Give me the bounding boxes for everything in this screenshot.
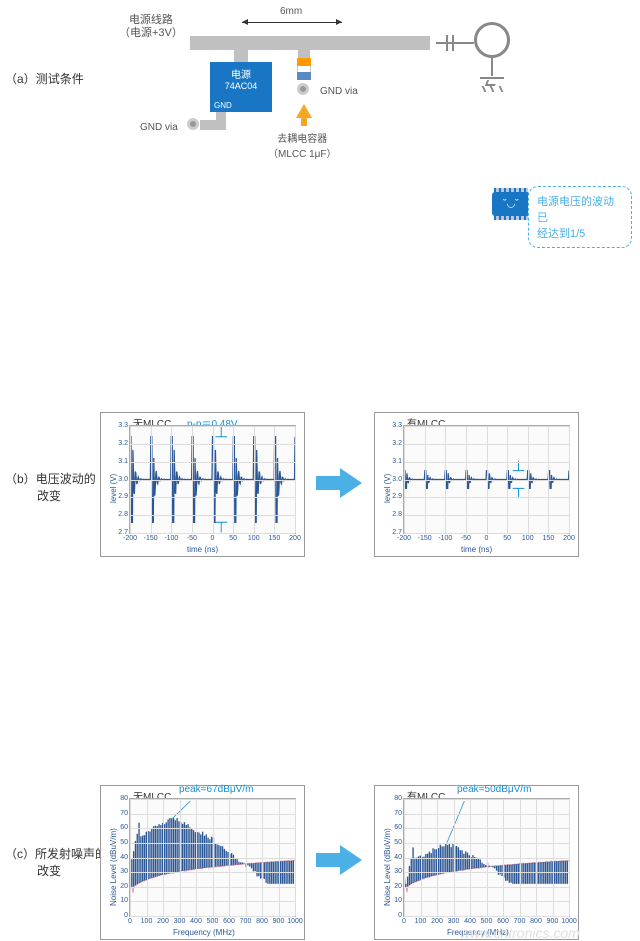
chip-block: 电源 74AC04 GND [210,62,272,112]
cap-plate-1 [446,35,448,51]
gnd-via-2-label: GND via [320,86,358,97]
trace-thin-2 [454,42,474,44]
chart-c-left: 无MLCC peak=67dBμV/m 01020304050607080010… [100,785,305,940]
mlcc-label: 去耦电容器 （MLCC 1μF） [268,130,337,160]
page: （a）测试条件 6mm 电源线路 （电源+3V） [0,0,640,555]
ground-icon [480,76,504,86]
chart-c-right-plot: 0102030405060708001002003004005006007008… [403,798,570,917]
chart-c-right-anno: peak=50dBμV/m [457,784,531,795]
trace-main [190,36,430,50]
chart-c-left-anno: peak=67dBμV/m [179,784,253,795]
gnd-via-2 [297,83,309,95]
section-c-label: （c）所发射噪声的 改变 [5,845,107,879]
chart-c-right: 有MLCC peak=50dBμV/m 01020304050607080010… [374,785,579,940]
arrow-up-stem [301,118,307,126]
ground-stem [491,58,493,76]
section-a-label: （a）测试条件 [5,70,84,87]
arrow-c-icon [314,841,364,879]
dimension-label: 6mm [280,6,302,17]
section-c-row: （c）所发射噪声的 改变 无MLCC peak=67dBμV/m 0102030… [0,355,640,555]
loop-antenna-icon [474,22,510,58]
chart-c-left-xlabel: Frequency (MHz) [173,928,235,937]
gnd-via-1-label: GND via [140,122,178,133]
section-b-row: （b）电压波动的 改变 无MLCC p-p＝0.48V 2.72.82.93.0… [0,180,640,355]
chart-c-left-plot: 0102030405060708001002003004005006007008… [129,798,296,917]
powerline-label: 电源线路 （电源+3V） [119,14,183,40]
gnd-via-1 [187,118,199,130]
dimension-arrow [242,22,342,23]
chart-c-right-ylabel: Noise Level (dBuV/m) [383,828,392,906]
section-a-diagram: （a）测试条件 6mm 电源线路 （电源+3V） [0,0,640,180]
chart-c-left-ylabel: Noise Level (dBuV/m) [109,828,118,906]
arrow-up-icon [296,104,312,118]
trace-gnd-h-1 [200,120,226,130]
mlcc-icon [297,58,311,80]
chart-c-right-xlabel: Frequency (MHz) [447,928,509,937]
